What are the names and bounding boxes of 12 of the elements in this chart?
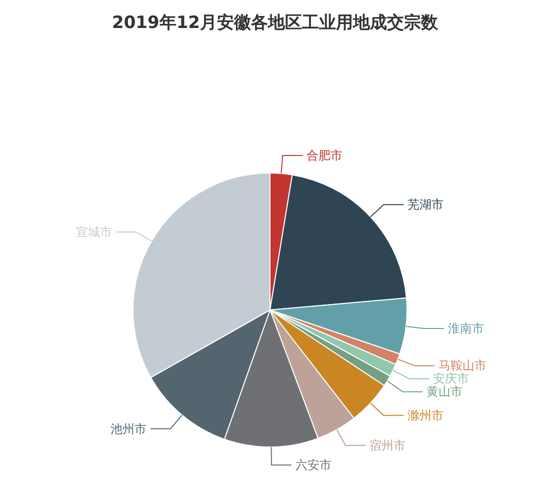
slice-label: 芜湖市	[408, 198, 444, 212]
slice-label: 滁州市	[408, 408, 444, 422]
chart-title: 2019年12月安徽各地区工业用地成交宗数	[112, 13, 439, 33]
slice-label: 宿州市	[370, 438, 406, 452]
slice-label: 马鞍山市	[438, 358, 487, 373]
slice-label: 合肥市	[306, 148, 343, 163]
slice-label: 宣城市	[76, 224, 112, 239]
slice-label: 六安市	[295, 458, 332, 472]
slice-label: 池州市	[110, 422, 146, 436]
slice-label: 黄山市	[426, 384, 463, 399]
slice-label: 淮南市	[448, 321, 484, 336]
slice-label: 安庆市	[433, 372, 470, 386]
